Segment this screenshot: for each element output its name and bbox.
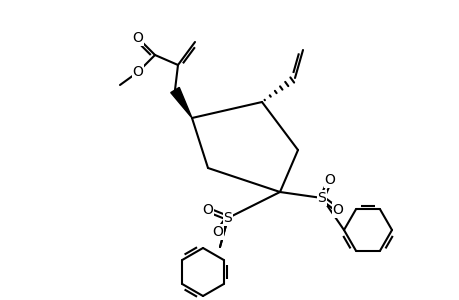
Text: O: O (212, 225, 223, 239)
Polygon shape (170, 87, 191, 118)
Text: O: O (332, 203, 343, 217)
Text: O: O (132, 65, 143, 79)
Text: O: O (324, 173, 335, 187)
Text: O: O (132, 31, 143, 45)
Text: O: O (202, 203, 213, 217)
Text: S: S (317, 191, 326, 205)
Text: S: S (223, 211, 232, 225)
